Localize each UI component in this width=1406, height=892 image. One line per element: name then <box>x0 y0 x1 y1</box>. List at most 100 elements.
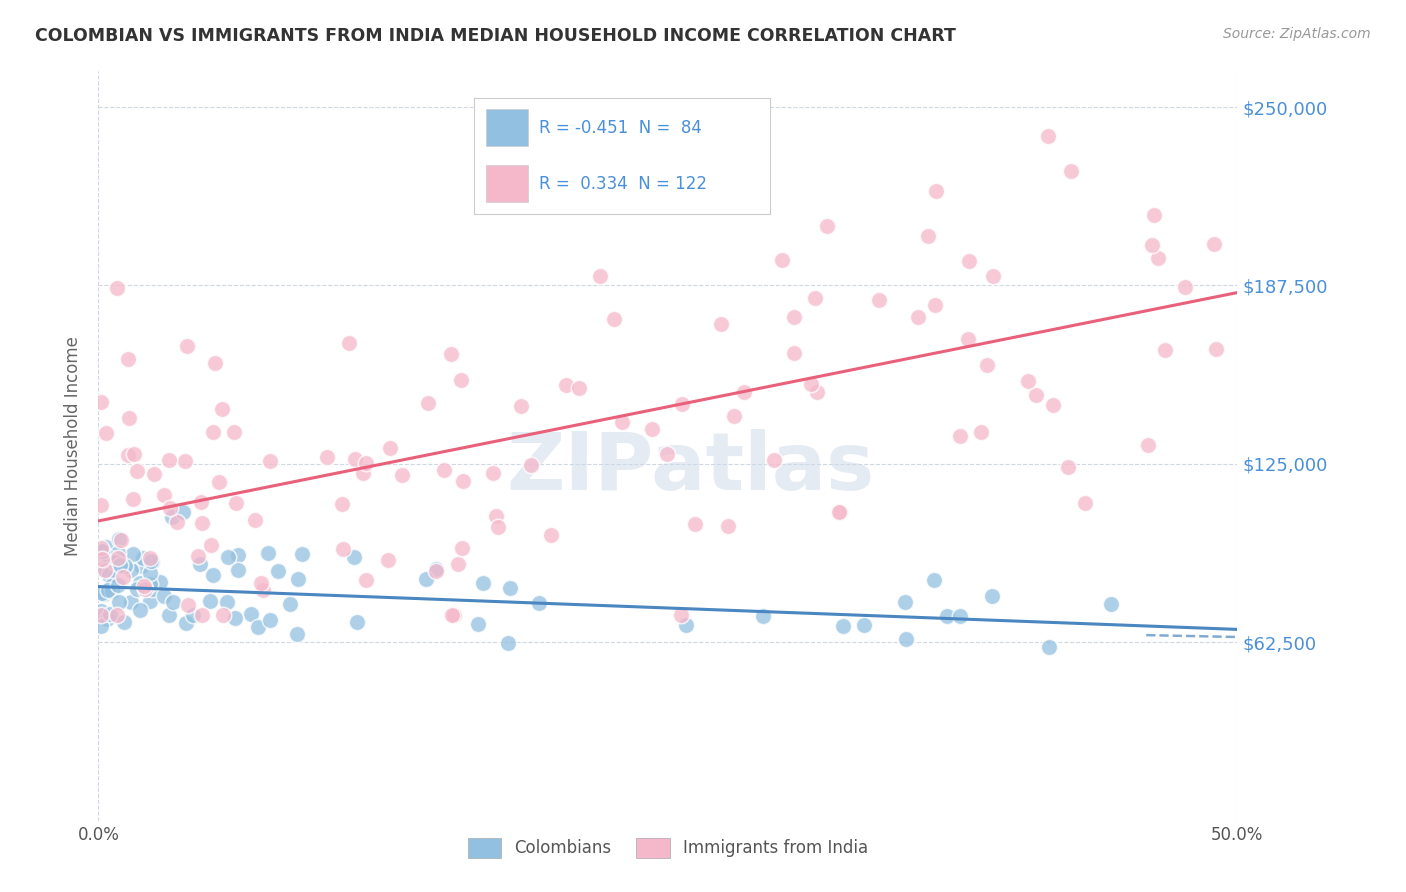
Point <box>141 582 163 596</box>
Point <box>956 332 979 346</box>
Point <box>949 429 972 443</box>
Point <box>496 636 519 650</box>
Point <box>187 549 209 564</box>
Point <box>90 543 112 558</box>
Text: ZIPatlas: ZIPatlas <box>506 429 875 508</box>
Point <box>110 533 132 548</box>
Point <box>472 575 495 590</box>
Point <box>225 496 247 510</box>
Point <box>853 617 876 632</box>
Point <box>540 528 562 542</box>
Point <box>98 555 121 569</box>
Point <box>733 385 755 400</box>
Point <box>243 513 266 527</box>
Point <box>315 450 337 464</box>
Point <box>868 293 890 307</box>
Point <box>100 579 122 593</box>
Point <box>343 550 366 565</box>
Point <box>250 576 273 591</box>
Y-axis label: Median Household Income: Median Household Income <box>63 336 82 556</box>
Point <box>143 467 166 481</box>
Point <box>153 589 176 603</box>
Point <box>127 582 149 596</box>
Point <box>98 567 121 582</box>
Point <box>1205 342 1227 356</box>
Point <box>832 618 855 632</box>
Point <box>181 607 204 622</box>
Point <box>763 453 786 467</box>
Point <box>105 281 128 295</box>
Point <box>212 608 235 623</box>
Point <box>122 492 145 507</box>
Point <box>101 584 124 599</box>
Point <box>90 604 112 618</box>
Point <box>112 570 135 584</box>
Point <box>204 356 226 370</box>
Point <box>132 578 155 592</box>
Point <box>134 582 156 597</box>
Point <box>157 608 180 623</box>
Point <box>425 562 447 576</box>
Point <box>380 442 402 456</box>
Point <box>354 456 377 470</box>
Point <box>98 570 121 584</box>
Point <box>285 627 308 641</box>
Point <box>226 563 249 577</box>
Point <box>415 572 437 586</box>
Point <box>94 563 117 577</box>
Point <box>723 409 745 423</box>
Point <box>90 498 112 512</box>
Point <box>451 541 474 555</box>
Point <box>527 596 550 610</box>
Point <box>450 373 472 387</box>
Point <box>90 562 112 576</box>
Point <box>157 453 180 467</box>
Point <box>198 594 221 608</box>
Point <box>783 310 806 324</box>
Point <box>290 548 312 562</box>
Point <box>1073 496 1095 510</box>
Point <box>226 548 249 562</box>
Point <box>970 425 993 439</box>
Point <box>510 399 533 413</box>
Point <box>1140 238 1163 252</box>
Point <box>202 425 225 439</box>
Point <box>132 551 155 566</box>
Point <box>554 378 576 392</box>
Point <box>104 555 127 569</box>
Point <box>166 515 188 529</box>
Point <box>907 310 929 325</box>
Point <box>1147 252 1170 266</box>
Point <box>717 519 740 533</box>
Point <box>1060 164 1083 178</box>
Point <box>1154 343 1177 357</box>
Point <box>447 557 470 571</box>
Point <box>685 517 707 532</box>
Point <box>139 550 162 565</box>
Point <box>112 615 135 630</box>
Point <box>917 229 939 244</box>
Point <box>1017 374 1039 388</box>
Point <box>90 619 112 633</box>
Point <box>485 509 508 524</box>
Point <box>217 549 239 564</box>
Point <box>120 563 142 577</box>
Point <box>129 576 152 591</box>
Point <box>139 593 162 607</box>
Point <box>799 376 821 391</box>
Point <box>893 595 915 609</box>
Point <box>172 505 194 519</box>
Point <box>190 495 212 509</box>
Point <box>486 520 509 534</box>
Point <box>612 415 634 429</box>
Point <box>211 402 233 417</box>
Point <box>207 475 229 489</box>
Point <box>603 312 626 326</box>
Point <box>922 573 945 587</box>
Point <box>138 577 160 591</box>
Point <box>149 575 172 590</box>
Point <box>256 546 278 560</box>
Point <box>177 598 200 612</box>
Point <box>782 346 804 360</box>
Point <box>817 219 839 234</box>
